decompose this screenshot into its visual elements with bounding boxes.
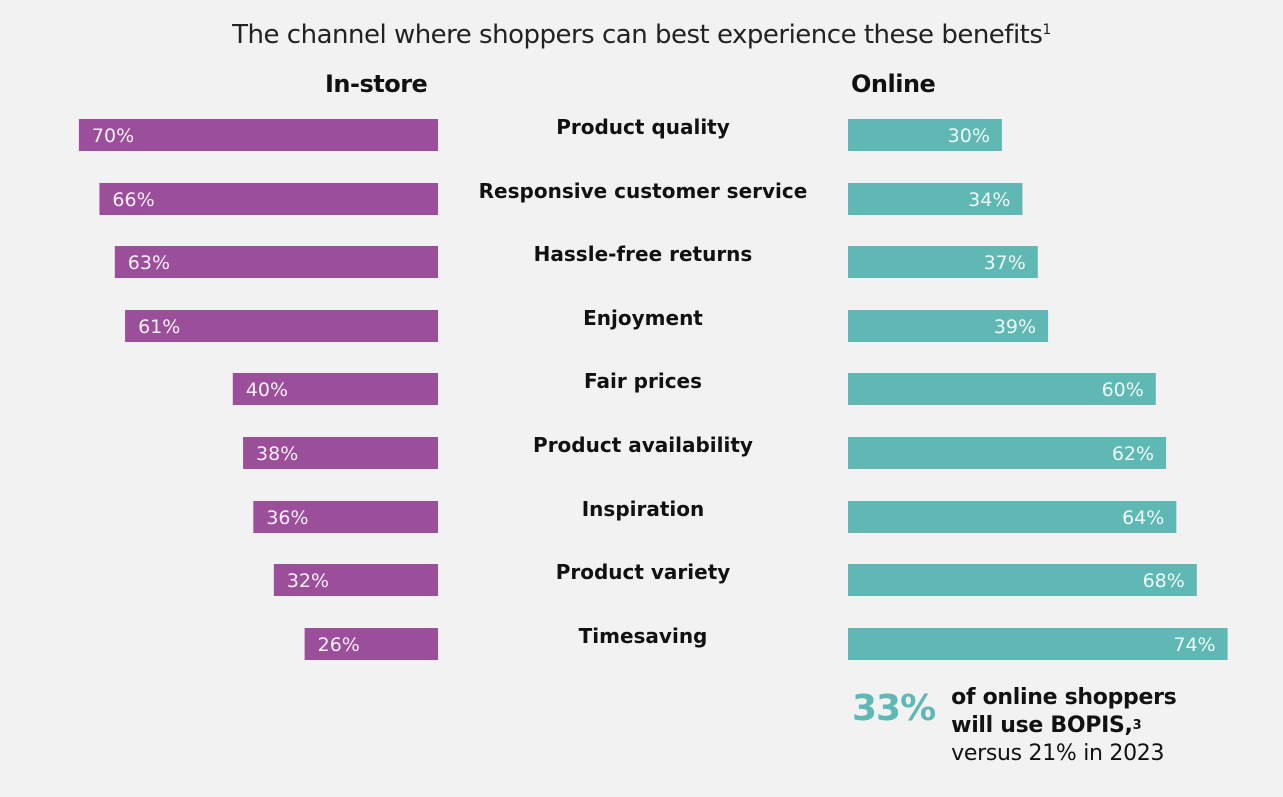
category-label-product-availability: Product availability bbox=[533, 433, 753, 457]
data-label-in-store-timesaving: 26% bbox=[318, 634, 360, 656]
category-label-product-variety: Product variety bbox=[556, 560, 731, 584]
data-label-online-fair-prices: 60% bbox=[1102, 379, 1144, 401]
data-label-online-timesaving: 74% bbox=[1173, 634, 1215, 656]
data-label-in-store-fair-prices: 40% bbox=[246, 379, 288, 401]
bar-online-enjoyment bbox=[848, 310, 1049, 342]
data-label-in-store-hassle-free-returns: 63% bbox=[128, 252, 170, 274]
category-label-enjoyment: Enjoyment bbox=[583, 306, 703, 330]
data-label-in-store-product-variety: 32% bbox=[287, 570, 329, 592]
callout-footnote: 3 bbox=[1132, 718, 1142, 733]
callout-line-3: versus 21% in 2023 bbox=[951, 741, 1165, 766]
bar-online-hassle-free-returns bbox=[848, 246, 1038, 278]
data-label-in-store-product-quality: 70% bbox=[92, 125, 134, 147]
category-label-inspiration: Inspiration bbox=[582, 497, 705, 521]
callout-text: of online shoppers will use BOPIS,3 vers… bbox=[951, 684, 1177, 768]
callout-line-2: will use BOPIS,3 bbox=[951, 712, 1176, 740]
bar-online-product-quality bbox=[848, 119, 1002, 151]
data-label-in-store-product-availability: 38% bbox=[256, 443, 298, 465]
chart-title: The channel where shoppers can best expe… bbox=[0, 20, 1283, 50]
data-label-online-hassle-free-returns: 37% bbox=[984, 252, 1026, 274]
title-footnote: 1 bbox=[1042, 22, 1051, 38]
callout-big-value: 33% bbox=[852, 688, 936, 729]
bar-in-store-inspiration bbox=[253, 501, 438, 533]
category-label-fair-prices: Fair prices bbox=[584, 369, 702, 393]
data-label-in-store-responsive-customer-service: 66% bbox=[112, 189, 154, 211]
data-label-online-responsive-customer-service: 34% bbox=[968, 189, 1010, 211]
bar-in-store-timesaving bbox=[304, 628, 438, 660]
bar-online-timesaving bbox=[848, 628, 1228, 660]
data-label-in-store-inspiration: 36% bbox=[266, 507, 308, 529]
header-in-store: In-store bbox=[325, 70, 428, 98]
category-label-hassle-free-returns: Hassle-free returns bbox=[534, 242, 753, 266]
bar-in-store-product-quality bbox=[78, 119, 439, 151]
callout-line-1: of online shoppers bbox=[951, 685, 1177, 710]
data-label-online-product-availability: 62% bbox=[1112, 443, 1154, 465]
category-label-timesaving: Timesaving bbox=[579, 624, 708, 648]
data-label-online-product-variety: 68% bbox=[1143, 570, 1185, 592]
bar-online-inspiration bbox=[848, 501, 1177, 533]
data-label-in-store-enjoyment: 61% bbox=[138, 316, 180, 338]
bar-in-store-hassle-free-returns bbox=[114, 246, 438, 278]
bar-in-store-product-variety bbox=[273, 564, 438, 596]
data-label-online-enjoyment: 39% bbox=[994, 316, 1036, 338]
bar-in-store-fair-prices bbox=[232, 373, 438, 405]
bar-in-store-responsive-customer-service bbox=[99, 183, 439, 215]
bopis-callout: 33% of online shoppers will use BOPIS,3 … bbox=[852, 684, 1177, 768]
data-label-online-product-quality: 30% bbox=[948, 125, 990, 147]
bar-online-responsive-customer-service bbox=[848, 183, 1023, 215]
chart-title-text: The channel where shoppers can best expe… bbox=[232, 20, 1043, 50]
bar-online-fair-prices bbox=[848, 373, 1156, 405]
bar-online-product-variety bbox=[848, 564, 1197, 596]
bar-in-store-product-availability bbox=[243, 437, 438, 469]
data-label-online-inspiration: 64% bbox=[1122, 507, 1164, 529]
bar-online-product-availability bbox=[848, 437, 1167, 469]
category-label-product-quality: Product quality bbox=[556, 115, 730, 139]
header-online: Online bbox=[851, 70, 936, 98]
bar-in-store-enjoyment bbox=[125, 310, 438, 342]
category-label-responsive-customer-service: Responsive customer service bbox=[479, 179, 808, 203]
callout-line-2-text: will use BOPIS, bbox=[951, 713, 1133, 738]
